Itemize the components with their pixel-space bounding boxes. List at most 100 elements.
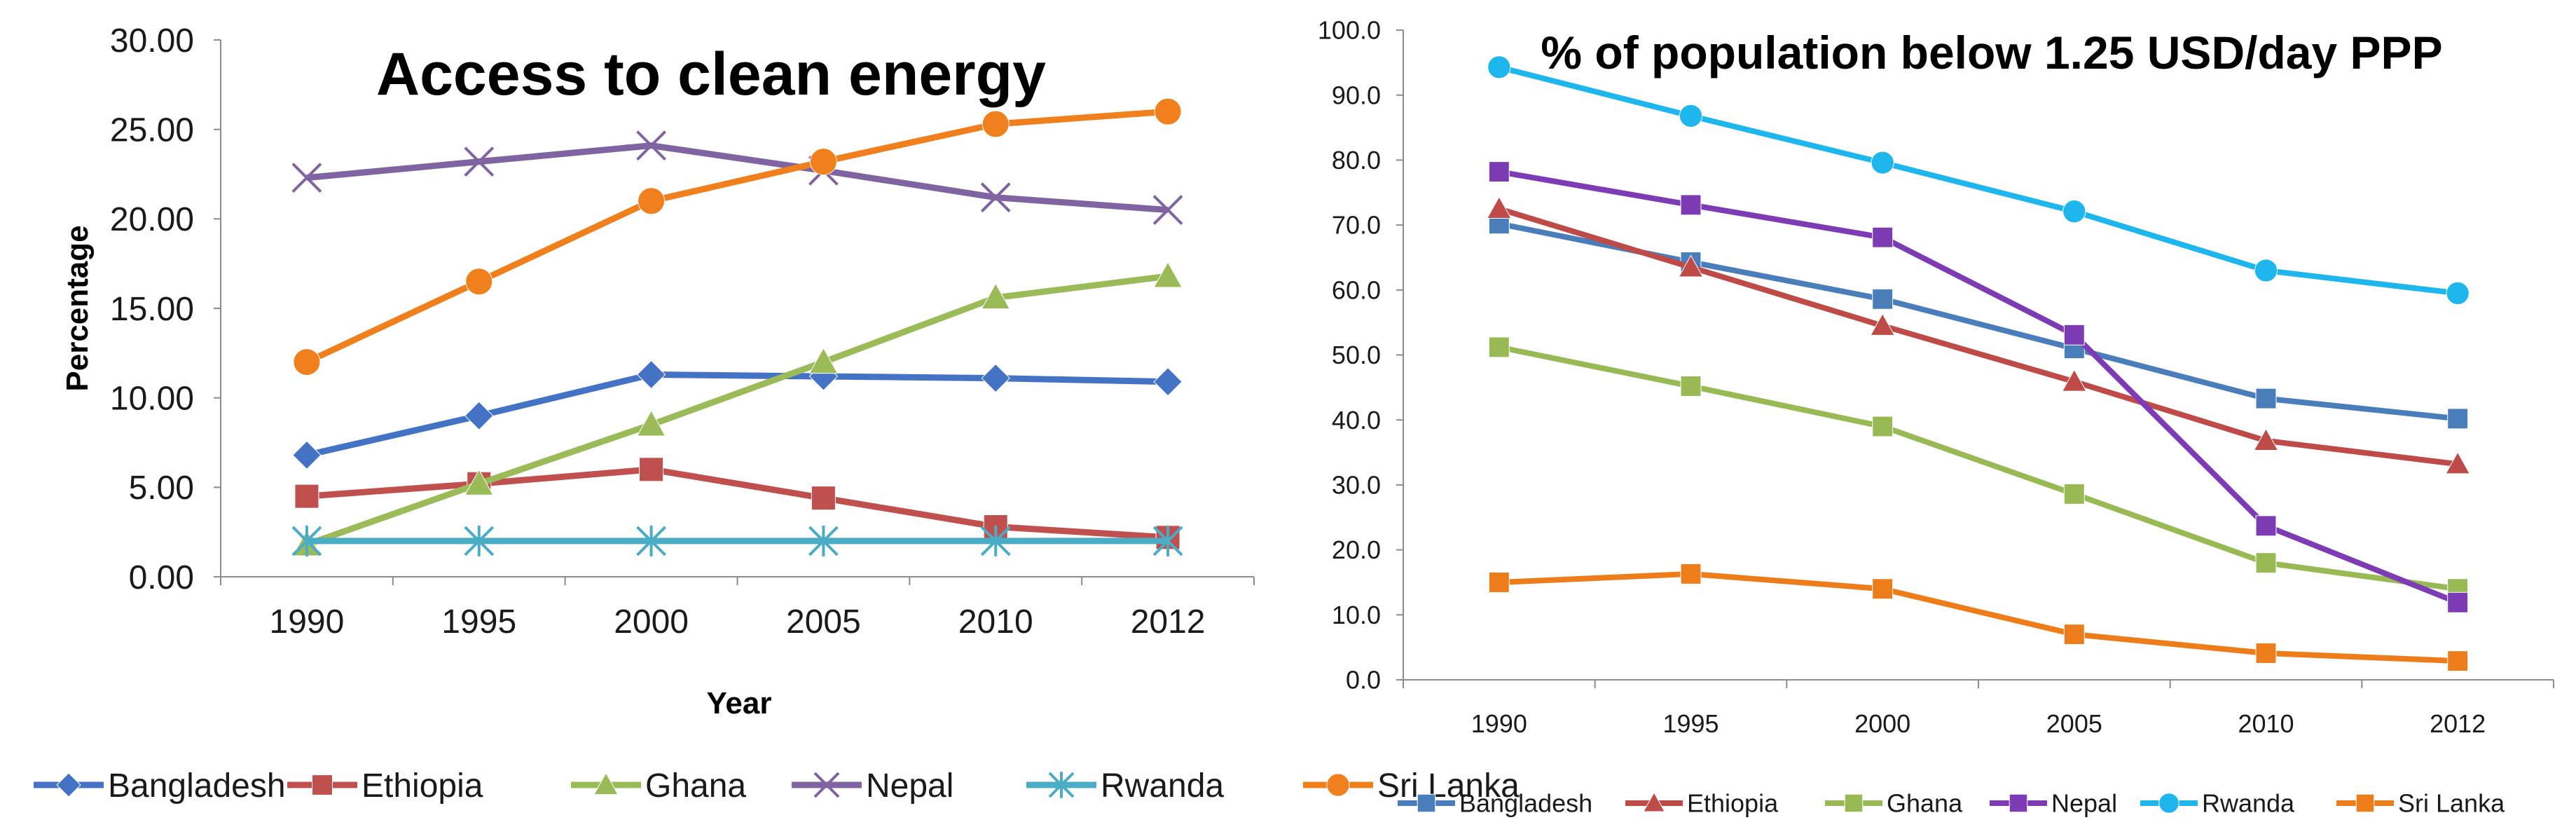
data-point-ghana [464, 469, 494, 495]
data-point-ghana [1872, 416, 1894, 437]
data-point-sri-lanka [1488, 572, 1510, 593]
data-point-ghana [2255, 552, 2277, 574]
data-point-ghana [636, 409, 666, 437]
x-tick-label: 1990 [1471, 709, 1527, 738]
data-point-ethiopia [1486, 196, 1512, 219]
chart-title: % of population below 1.25 USD/day PPP [1541, 27, 2442, 78]
legend-marker [813, 772, 840, 798]
legend-label: Ethiopia [361, 767, 483, 805]
data-point-nepal [1152, 195, 1183, 225]
x-tick-label: 2012 [1131, 603, 1206, 641]
legend-item-nepal: Nepal [1990, 789, 2117, 818]
legend-marker [2355, 793, 2375, 813]
data-point-ghana [981, 282, 1011, 310]
y-tick-label: 90.0 [1332, 81, 1381, 109]
legend-item-rwanda: Rwanda [2140, 789, 2295, 818]
legend-marker [2158, 793, 2179, 814]
legend-marker [1643, 791, 1665, 812]
x-axis-label: Year [707, 686, 772, 720]
legend-item-sri-lanka: Sri Lanka [2336, 789, 2505, 818]
data-point-ethiopia [1870, 313, 1896, 336]
legend-marker [2009, 793, 2028, 813]
data-point-sri-lanka [1680, 563, 1702, 585]
legend-label: Ghana [1887, 789, 1963, 818]
data-point-sri-lanka [2063, 624, 2085, 645]
data-point-nepal [464, 146, 495, 177]
data-point-nepal [291, 163, 322, 193]
data-point-sri-lanka [982, 110, 1010, 138]
data-point-bangladesh [2447, 408, 2469, 430]
data-point-ghana [2063, 483, 2085, 505]
series-ghana [1488, 336, 2469, 600]
data-point-bangladesh [292, 440, 322, 470]
data-point-sri-lanka [2255, 643, 2277, 664]
legend-item-ghana: Ghana [571, 767, 746, 805]
legend-label: Rwanda [2202, 789, 2295, 818]
data-point-rwanda [1152, 525, 1183, 556]
data-point-nepal [636, 130, 666, 161]
legend-label: Nepal [866, 767, 953, 805]
data-point-ethiopia [811, 486, 836, 511]
legend-marker [1326, 773, 1350, 797]
data-point-sri-lanka [1154, 97, 1182, 125]
data-point-ethiopia [2445, 451, 2471, 474]
y-tick-label: 15.00 [110, 291, 194, 328]
data-point-sri-lanka [2447, 650, 2469, 672]
y-tick-label: 10.00 [110, 380, 194, 417]
series-line-rwanda [1498, 64, 2458, 296]
series-line-sri-lanka [1499, 570, 2458, 664]
legend-label: Bangladesh [108, 767, 286, 805]
data-point-bangladesh [981, 363, 1010, 393]
y-tick-label: 30.0 [1332, 471, 1381, 500]
series-line-ghana [305, 273, 1169, 548]
data-point-rwanda [1679, 104, 1703, 128]
series-rwanda [291, 525, 1183, 556]
legend-item-bangladesh: Bangladesh [1398, 789, 1592, 818]
data-point-sri-lanka [293, 348, 321, 376]
legend-label: Ghana [645, 767, 746, 805]
data-point-ghana [1680, 376, 1702, 397]
data-point-ethiopia [2253, 428, 2279, 451]
data-point-ghana [808, 347, 839, 374]
legend-item-ghana: Ghana [1825, 789, 1963, 818]
legend-marker [56, 772, 81, 798]
data-point-sri-lanka [809, 148, 837, 176]
y-tick-label: 5.00 [129, 470, 194, 507]
legend-label: Ethiopia [1687, 789, 1779, 818]
x-tick-label: 2005 [2046, 709, 2102, 738]
legend-marker [593, 772, 619, 795]
series-sri-lanka [1488, 563, 2469, 672]
data-point-rwanda [980, 525, 1011, 556]
series-line-ethiopia [1498, 206, 2458, 467]
data-point-rwanda [464, 525, 495, 556]
y-tick-label: 20.0 [1332, 535, 1381, 564]
data-point-nepal [1680, 194, 1702, 216]
data-point-nepal [2255, 515, 2277, 537]
series-nepal [1488, 161, 2469, 613]
legend-marker [1417, 793, 1436, 813]
y-tick-label: 20.00 [110, 201, 194, 238]
series-line-ghana [1499, 344, 2458, 592]
chart-poverty-rate: 0.0 10.0 20.0 30.0 40.0 50.0 60.0 70.0 80.0 90.0 1… [1318, 16, 2554, 818]
series-line-sri-lanka [305, 108, 1169, 365]
data-point-bangladesh [1872, 288, 1894, 310]
series-line-nepal [306, 142, 1169, 214]
y-tick-label: 40.0 [1332, 406, 1381, 435]
series-line-nepal [1499, 169, 2459, 606]
y-tick-label: 100.0 [1318, 16, 1381, 45]
data-point-ethiopia [2061, 369, 2087, 392]
data-point-rwanda [1871, 151, 1894, 175]
series-line-bangladesh [305, 371, 1169, 458]
x-tick-label: 1995 [1662, 709, 1719, 738]
x-tick-label: 2012 [2430, 709, 2486, 738]
data-point-rwanda [291, 525, 322, 556]
y-tick-label: 70.0 [1332, 211, 1381, 240]
chart-title: Access to clean energy [376, 41, 1046, 108]
data-point-sri-lanka [465, 268, 493, 296]
legend-marker [1844, 793, 1864, 813]
data-point-bangladesh [636, 360, 666, 390]
legend-label: Rwanda [1101, 767, 1224, 805]
data-point-ghana [1488, 336, 1510, 358]
legend-label: Sri Lanka [1377, 767, 1520, 805]
